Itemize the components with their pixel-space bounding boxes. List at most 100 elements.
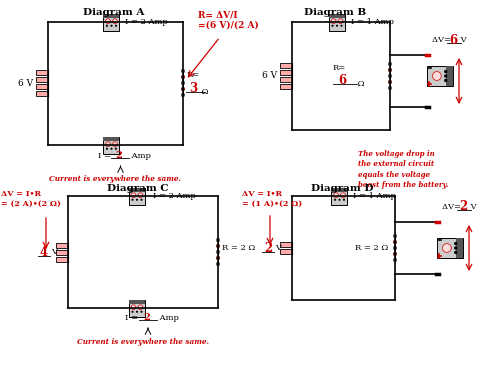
Circle shape <box>181 93 185 97</box>
Circle shape <box>216 262 220 266</box>
Bar <box>36 70 48 75</box>
Bar <box>280 77 292 82</box>
Text: The voltage drop in
the external circuit
equals the voltage
boost from the batte: The voltage drop in the external circuit… <box>358 150 449 189</box>
Circle shape <box>454 251 458 254</box>
Circle shape <box>131 305 136 310</box>
Circle shape <box>334 199 336 201</box>
Text: 2: 2 <box>143 314 150 322</box>
Circle shape <box>388 86 392 90</box>
Circle shape <box>181 81 185 85</box>
Bar <box>129 187 145 205</box>
Circle shape <box>454 242 458 245</box>
Circle shape <box>340 25 342 27</box>
Bar <box>280 249 292 254</box>
Circle shape <box>113 19 117 23</box>
Text: ΔV = I•R: ΔV = I•R <box>1 190 41 198</box>
Circle shape <box>106 19 110 23</box>
Bar <box>446 66 453 86</box>
Circle shape <box>115 25 117 27</box>
Bar <box>280 242 292 247</box>
Circle shape <box>138 305 143 310</box>
Bar <box>103 137 119 153</box>
Text: ΔV=: ΔV= <box>442 203 464 211</box>
Text: I = 2 Amp: I = 2 Amp <box>126 18 168 26</box>
Text: =(6 V)/(2 A): =(6 V)/(2 A) <box>198 21 259 30</box>
Bar <box>329 14 345 18</box>
Circle shape <box>106 147 108 150</box>
Text: 2: 2 <box>459 201 467 213</box>
Circle shape <box>138 193 143 198</box>
Circle shape <box>331 19 336 23</box>
Circle shape <box>140 311 143 313</box>
Circle shape <box>393 252 397 256</box>
Bar <box>103 14 119 18</box>
Text: Diagram D: Diagram D <box>311 184 373 193</box>
Circle shape <box>393 246 397 250</box>
Text: R=: R= <box>187 71 200 79</box>
Circle shape <box>393 234 397 238</box>
Text: 6 V: 6 V <box>262 71 277 81</box>
Text: R=: R= <box>333 64 346 72</box>
Circle shape <box>444 79 448 82</box>
Circle shape <box>443 244 451 253</box>
Circle shape <box>338 19 343 23</box>
Circle shape <box>136 199 138 201</box>
Bar <box>36 77 48 82</box>
Bar <box>36 84 48 89</box>
Bar <box>456 238 463 258</box>
Text: I =: I = <box>98 152 113 160</box>
Bar <box>280 84 292 89</box>
Circle shape <box>106 142 110 146</box>
Circle shape <box>181 75 185 79</box>
Circle shape <box>331 25 334 27</box>
Text: V: V <box>458 36 467 44</box>
Bar <box>56 257 68 261</box>
Text: Diagram C: Diagram C <box>107 184 169 193</box>
Bar <box>129 299 145 317</box>
Bar <box>331 187 347 192</box>
Bar <box>329 14 345 30</box>
Circle shape <box>110 25 113 27</box>
Text: 3: 3 <box>189 82 197 94</box>
Text: ΔV = I•R: ΔV = I•R <box>242 190 282 198</box>
Circle shape <box>444 74 448 78</box>
Bar <box>280 70 292 75</box>
Circle shape <box>454 246 458 250</box>
Circle shape <box>338 199 341 201</box>
Text: 6 V: 6 V <box>18 78 33 87</box>
Circle shape <box>388 62 392 66</box>
Text: R = 2 Ω: R = 2 Ω <box>355 244 389 252</box>
Circle shape <box>140 199 143 201</box>
Text: I = 1 Amp: I = 1 Amp <box>353 192 396 200</box>
Circle shape <box>131 199 134 201</box>
Bar <box>427 66 453 86</box>
Circle shape <box>341 193 345 198</box>
Circle shape <box>110 147 113 150</box>
Circle shape <box>334 193 338 198</box>
Text: V: V <box>468 203 477 211</box>
Text: ΔV=: ΔV= <box>432 36 454 44</box>
Text: Current is everywhere the same.: Current is everywhere the same. <box>49 175 182 183</box>
Circle shape <box>343 199 345 201</box>
Text: = (1 A)•(2 Ω): = (1 A)•(2 Ω) <box>242 200 302 208</box>
Circle shape <box>388 68 392 72</box>
Circle shape <box>115 147 117 150</box>
Text: 2: 2 <box>264 242 272 254</box>
Bar <box>103 14 119 30</box>
Bar <box>103 137 119 141</box>
Circle shape <box>433 72 441 81</box>
Text: I = 2 Amp: I = 2 Amp <box>153 192 196 200</box>
Text: 4: 4 <box>40 246 48 258</box>
Text: 6: 6 <box>449 34 457 46</box>
Circle shape <box>216 244 220 248</box>
Circle shape <box>444 70 448 73</box>
Text: I = 1 Amp: I = 1 Amp <box>351 18 394 26</box>
Text: R= ΔV/I: R= ΔV/I <box>198 10 238 19</box>
Circle shape <box>393 258 397 262</box>
Bar <box>280 63 292 68</box>
Text: = (2 A)•(2 Ω): = (2 A)•(2 Ω) <box>1 200 61 208</box>
Circle shape <box>393 240 397 244</box>
Bar <box>36 91 48 96</box>
Bar <box>56 243 68 247</box>
Bar <box>331 187 347 205</box>
